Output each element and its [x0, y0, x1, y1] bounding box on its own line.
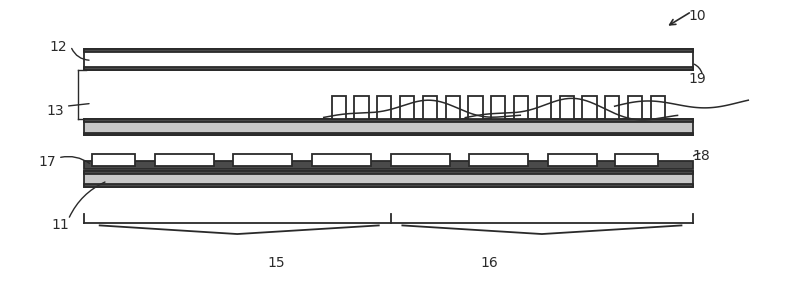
Bar [469, 96, 483, 119]
Bar [92, 154, 135, 166]
Bar [312, 154, 371, 166]
Bar [84, 49, 694, 70]
Bar [559, 96, 574, 119]
Text: 11: 11 [51, 218, 69, 232]
Bar [354, 96, 368, 119]
Bar [84, 49, 694, 52]
Bar [84, 133, 694, 135]
Bar [84, 184, 694, 187]
Bar [537, 96, 551, 119]
Text: 15: 15 [267, 256, 286, 270]
Bar [628, 96, 642, 119]
Bar [84, 171, 694, 187]
Bar [84, 171, 694, 174]
Bar [84, 161, 694, 169]
Text: 13: 13 [46, 104, 64, 117]
Bar [548, 154, 596, 166]
Bar [446, 96, 460, 119]
Text: 17: 17 [38, 155, 56, 169]
Bar [84, 68, 694, 70]
Bar [84, 119, 694, 122]
Text: 19: 19 [688, 72, 706, 86]
Text: 10: 10 [688, 9, 706, 23]
Bar [331, 96, 346, 119]
Bar [605, 96, 619, 119]
Bar [492, 96, 506, 119]
Text: 16: 16 [480, 256, 498, 270]
Bar [400, 96, 414, 119]
Bar [234, 154, 292, 166]
Bar [391, 154, 450, 166]
Bar [377, 96, 391, 119]
Bar [84, 119, 694, 135]
Bar [582, 96, 596, 119]
Text: 12: 12 [49, 40, 67, 54]
Bar [514, 96, 528, 119]
Bar [423, 96, 437, 119]
Bar [469, 154, 528, 166]
Bar [615, 154, 658, 166]
Text: 18: 18 [692, 149, 710, 164]
Bar [155, 154, 214, 166]
Bar [651, 96, 665, 119]
